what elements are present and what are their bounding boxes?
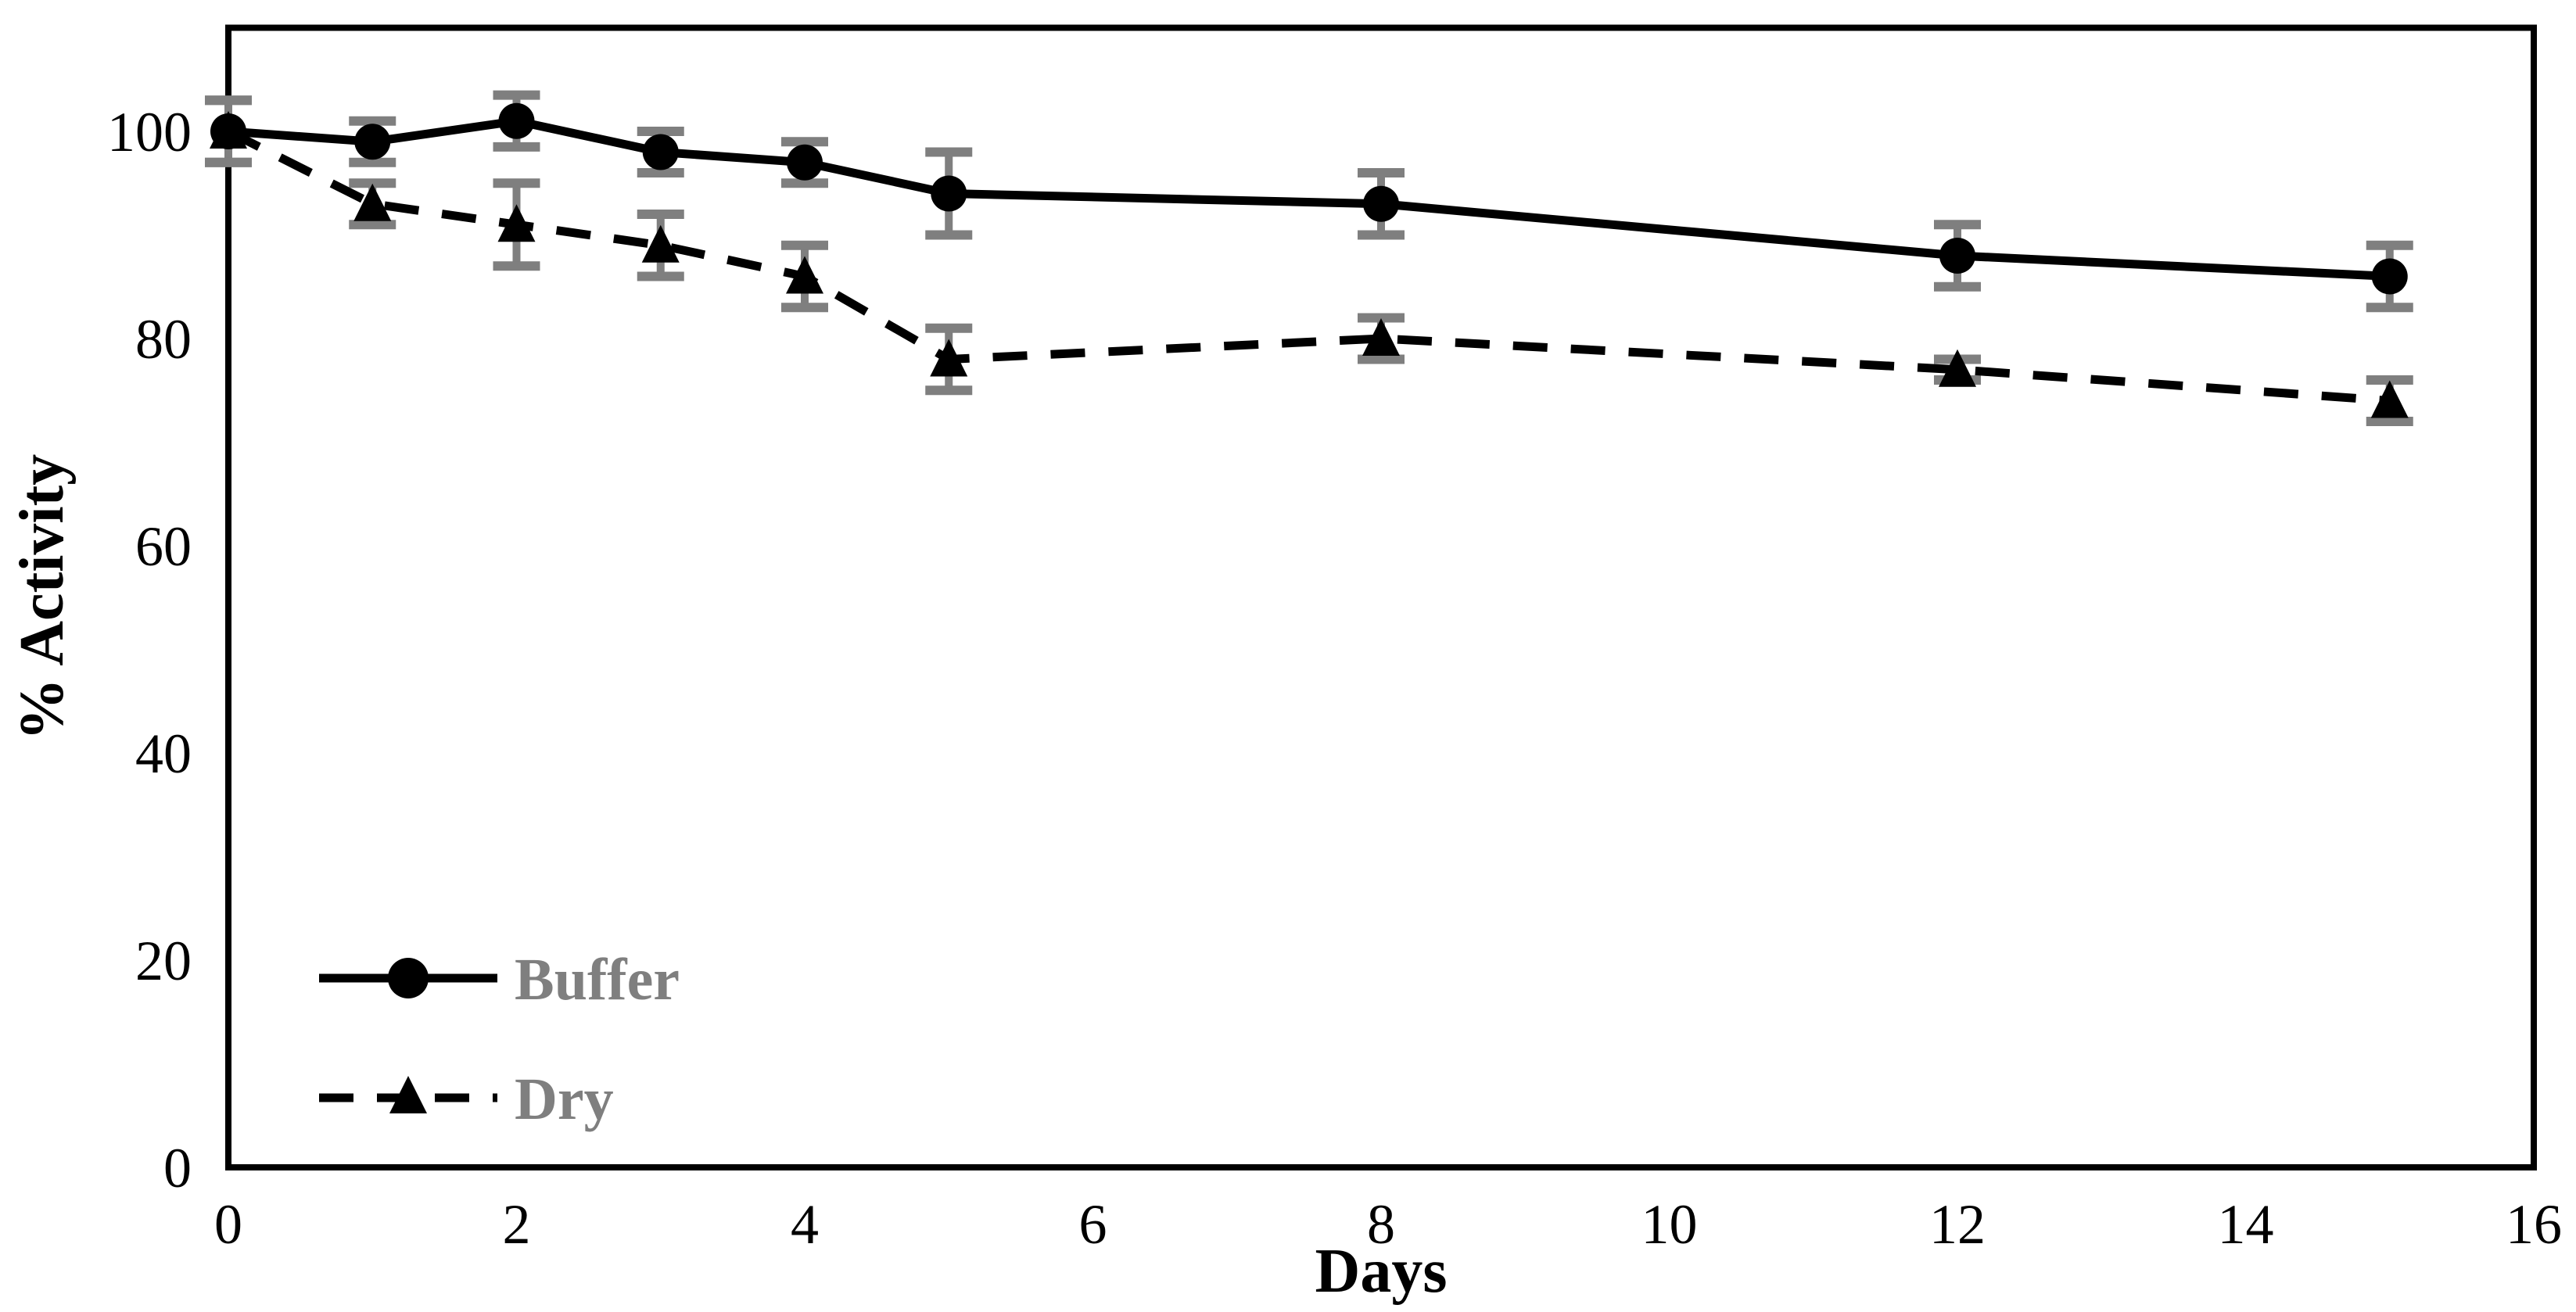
- data-point-buffer: [931, 175, 967, 212]
- data-point-buffer: [498, 102, 535, 139]
- x-axis-title: Days: [1315, 1237, 1448, 1306]
- legend-item-dry: Dry: [319, 1066, 614, 1132]
- data-point-dry: [2370, 380, 2409, 418]
- x-tick-label: 6: [1079, 1193, 1107, 1256]
- data-point-dry: [1939, 349, 1976, 387]
- legend-buffer-circle-marker-icon: [388, 958, 429, 998]
- y-tick-label: 20: [135, 930, 192, 992]
- x-tick-label: 14: [2218, 1193, 2274, 1256]
- x-tick-label: 2: [503, 1193, 531, 1256]
- x-tick-label: 10: [1641, 1193, 1698, 1256]
- data-point-dry: [930, 339, 968, 377]
- x-tick-label: 8: [1367, 1193, 1395, 1256]
- series-line-dry: [226, 127, 2391, 405]
- legend-dry-label: Dry: [515, 1066, 614, 1132]
- data-point-dry: [497, 204, 536, 242]
- y-tick-label: 100: [107, 101, 192, 163]
- data-point-dry: [1362, 318, 1400, 356]
- ticks-layer: 0 2 4 6 8 10 12 14 16 0 20 40 60 80 100: [107, 101, 2562, 1256]
- data-point-buffer: [1363, 185, 1399, 222]
- legend: Buffer Dry: [319, 947, 680, 1132]
- data-point-buffer: [787, 144, 823, 181]
- legend-buffer-label: Buffer: [515, 947, 680, 1013]
- data-point-buffer: [210, 113, 246, 149]
- x-tick-label: 4: [791, 1193, 819, 1256]
- legend-dry-triangle-marker-icon: [389, 1076, 427, 1113]
- plot-area-border: [225, 24, 2537, 1170]
- data-point-dry: [353, 183, 392, 221]
- x-tick-label: 12: [1929, 1193, 1986, 1256]
- x-tick-label: 0: [214, 1193, 242, 1256]
- series-layer: [210, 102, 2409, 418]
- data-point-dry: [786, 256, 823, 294]
- data-point-buffer: [354, 124, 391, 160]
- y-tick-label: 0: [163, 1137, 192, 1199]
- x-tick-label: 16: [2506, 1193, 2562, 1256]
- y-tick-label: 40: [135, 722, 192, 785]
- data-point-dry: [641, 224, 680, 263]
- data-point-buffer: [1939, 238, 1975, 274]
- data-point-buffer: [2371, 258, 2408, 295]
- data-point-buffer: [642, 134, 679, 170]
- legend-item-buffer: Buffer: [319, 947, 680, 1013]
- y-axis-title: % Activity: [8, 454, 77, 741]
- y-tick-label: 60: [135, 515, 192, 578]
- y-tick-label: 80: [135, 308, 192, 371]
- series-line-buffer: [228, 117, 2391, 281]
